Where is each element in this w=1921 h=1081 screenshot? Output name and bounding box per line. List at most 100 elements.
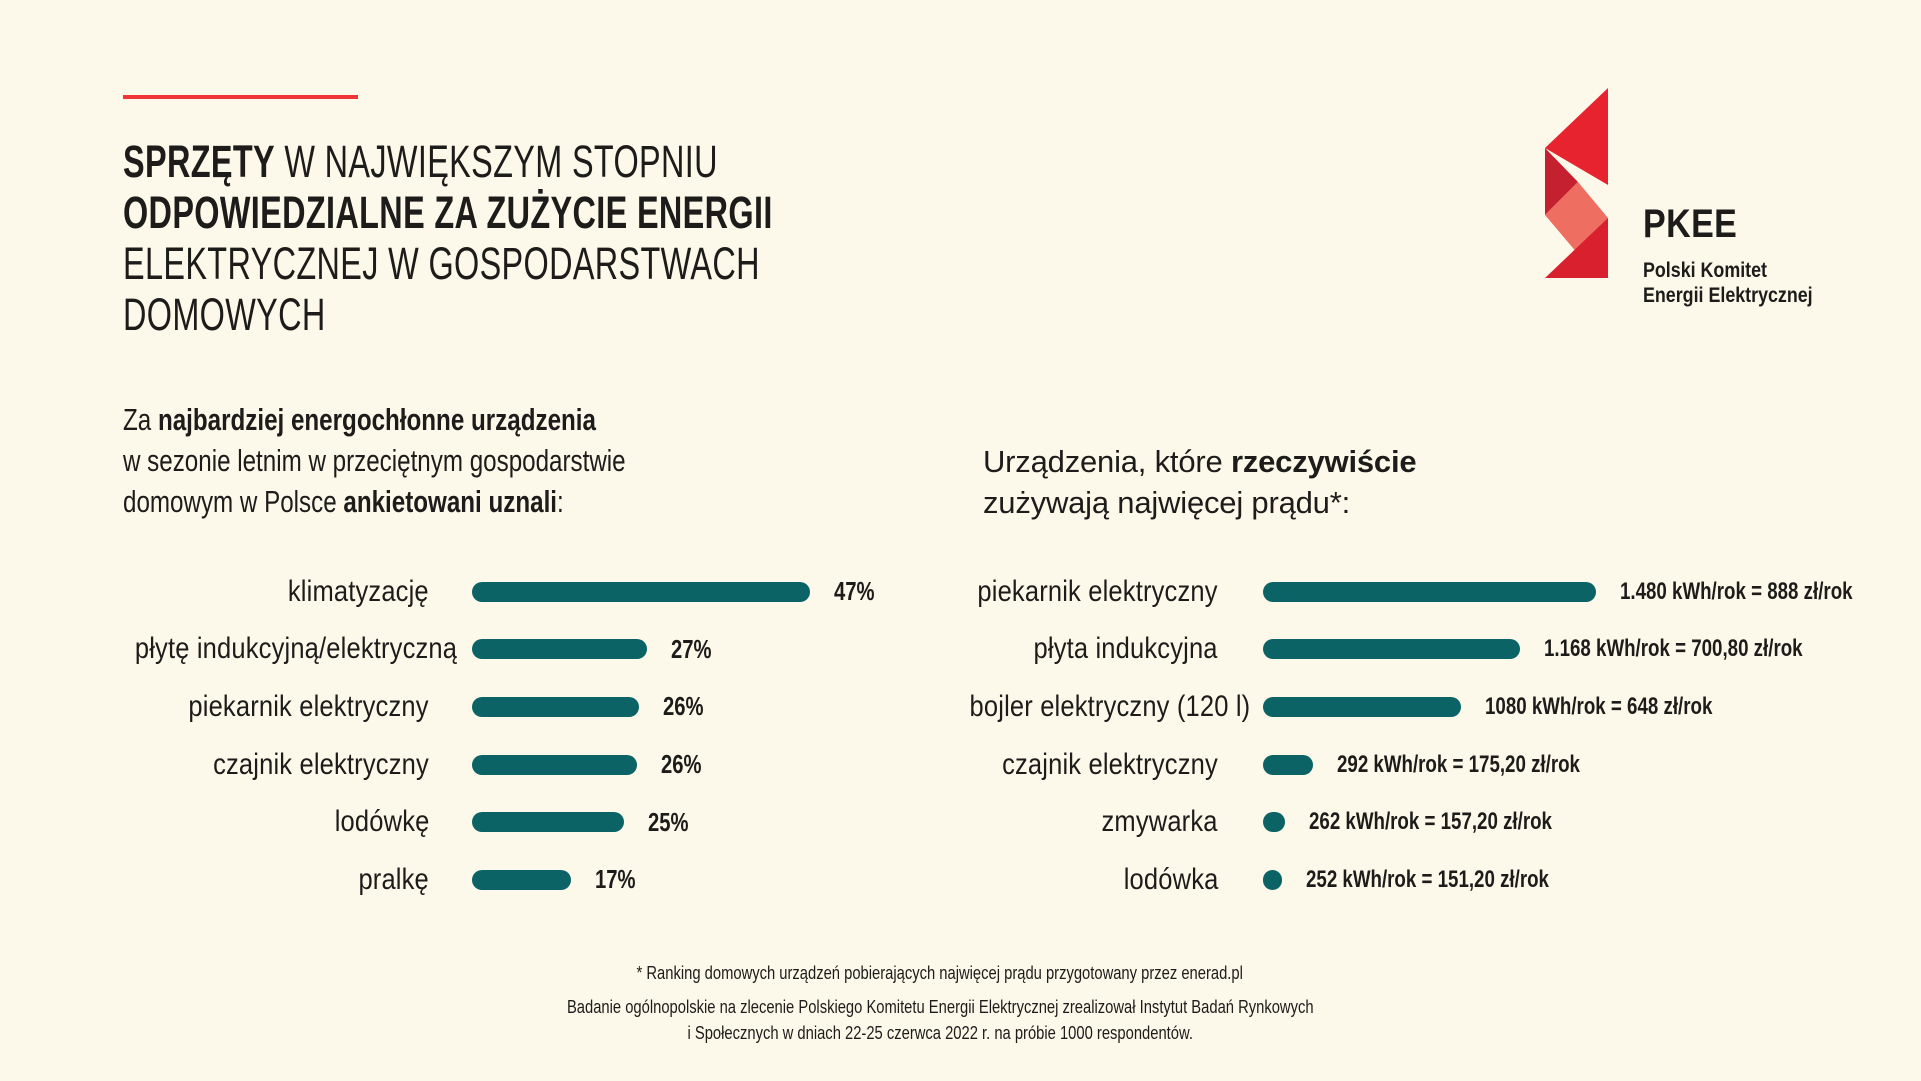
bar-row: lodówka 252 kWh/rok = 151,20 zł/rok — [920, 851, 1918, 909]
bar-value-text: 17% — [595, 864, 636, 895]
page-title: SPRZĘTY W NAJWIĘKSZYM STOPNIU ODPOWIEDZI… — [123, 136, 1025, 340]
bar-label: lodówkę — [78, 805, 429, 839]
intro-right-l2: zużywają najwięcej prądu*: — [983, 485, 1350, 520]
bar — [472, 812, 624, 833]
title-accent-line — [123, 95, 358, 99]
bar-row: lodówkę 25% — [78, 793, 886, 851]
bar-value-text: 27% — [671, 633, 712, 664]
pkee-logo-mark-icon — [1545, 88, 1608, 278]
bar-label: czajnik elektryczny — [920, 748, 1218, 782]
bar-value-text: 292 kWh/rok = 175,20 zł/rok — [1337, 750, 1580, 778]
bar-value-text: 1.480 kWh/rok = 888 zł/rok — [1620, 577, 1853, 605]
bar-label: pralkę — [78, 863, 429, 897]
bar-label-text: piekarnik elektryczny — [977, 574, 1218, 608]
footer: * Ranking domowych urządzeń pobierającyc… — [0, 960, 1880, 1046]
bar-label-text: płyta indukcyjna — [1033, 632, 1218, 666]
bar-label-text: klimatyzację — [288, 574, 429, 608]
bar-label: piekarnik elektryczny — [78, 690, 429, 724]
bar-value: 1080 kWh/rok = 648 zł/rok — [1485, 693, 1776, 721]
bar-value-text: 252 kWh/rok = 151,20 zł/rok — [1306, 865, 1549, 893]
bar-label-text: lodówka — [1123, 862, 1218, 896]
bar-value: 252 kWh/rok = 151,20 zł/rok — [1306, 866, 1618, 894]
survey-bar-chart: klimatyzację 47% płytę indukcyjną/elektryc… — [78, 563, 886, 909]
title-line3: ELEKTRYCZNEJ W GOSPODARSTWACH — [123, 238, 760, 289]
bar-value: 25% — [648, 807, 700, 838]
bar-label-text: lodówkę — [334, 805, 429, 839]
title-line1-bold: SPRZĘTY — [123, 136, 275, 187]
title-line2: ODPOWIEDZIALNE ZA ZUŻYCIE ENERGII — [123, 187, 773, 238]
bar-value: 27% — [671, 634, 723, 665]
bar-value: 17% — [595, 864, 647, 895]
bar-label: klimatyzację — [78, 575, 429, 609]
bar-value-text: 1080 kWh/rok = 648 zł/rok — [1485, 692, 1713, 720]
logo-subtitle: Polski Komitet Energii Elektrycznej — [1643, 258, 1843, 308]
logo-left-triangle — [1545, 148, 1578, 215]
bar-label-text: zmywarka — [1101, 805, 1218, 839]
bar-value-text: 47% — [834, 576, 875, 607]
bar-label-text: piekarnik elektryczny — [188, 689, 429, 723]
bar-value-text: 26% — [661, 749, 702, 780]
intro-left-l3a: domowym w Polsce — [123, 484, 344, 519]
intro-left-l1a: Za — [123, 402, 158, 437]
footer-source-line1: Badanie ogólnopolskie na zlecenie Polski… — [566, 997, 1314, 1017]
bar-value: 1.480 kWh/rok = 888 zł/rok — [1620, 578, 1918, 606]
title-line4: DOMOWYCH — [123, 289, 326, 340]
bar-row: zmywarka 262 kWh/rok = 157,20 zł/rok — [920, 793, 1918, 851]
bar-label-text: czajnik elektryczny — [1002, 747, 1218, 781]
bar-label: piekarnik elektryczny — [920, 575, 1218, 609]
pkee-logo: PKEE Polski Komitet Energii Elektrycznej — [1643, 203, 1843, 308]
intro-left-l3c: : — [557, 484, 564, 519]
right-chart-title: Urządzenia, które rzeczywiście zużywają … — [983, 441, 1417, 523]
logo-bottom-triangle — [1545, 218, 1608, 278]
bar-label: bojler elektryczny (120 l) — [920, 690, 1251, 724]
bar-label: płyta indukcyjna — [920, 632, 1218, 666]
logo-name: PKEE — [1643, 202, 1738, 246]
bar — [472, 696, 639, 717]
bar — [1263, 639, 1520, 660]
intro-left-l3b: ankietowani uznali — [343, 484, 558, 519]
bar — [1263, 696, 1461, 717]
bar-row: klimatyzację 47% — [78, 563, 886, 621]
intro-left-l2: w sezonie letnim w przeciętnym gospodars… — [123, 443, 626, 478]
bar — [1263, 581, 1596, 602]
bar — [472, 581, 810, 602]
bar-value-text: 262 kWh/rok = 157,20 zł/rok — [1309, 808, 1552, 836]
bar-row: bojler elektryczny (120 l) 1080 kWh/rok =… — [920, 678, 1918, 736]
bar-label-text: pralkę — [358, 862, 429, 896]
bar-value: 262 kWh/rok = 157,20 zł/rok — [1309, 808, 1621, 836]
bar-label: czajnik elektryczny — [78, 748, 429, 782]
bar-row: czajnik elektryczny 26% — [78, 736, 886, 794]
intro-left-l1b: najbardziej energochłonne urządzenia — [157, 402, 596, 437]
bar-value-text: 25% — [648, 806, 689, 837]
left-chart-title: Za najbardziej energochłonne urządzenia … — [123, 399, 767, 522]
consumption-bar-chart: piekarnik elektryczny 1.480 kWh/rok = 888… — [920, 563, 1918, 909]
intro-right-l1b: rzeczywiście — [1230, 444, 1417, 479]
intro-right-l1a: Urządzenia, które — [983, 444, 1231, 479]
bar-label: lodówka — [920, 863, 1218, 897]
bar — [472, 639, 647, 660]
logo-subtitle-line2: Energii Elektrycznej — [1643, 284, 1813, 307]
bar-label-text: bojler elektryczny (120 l) — [969, 689, 1251, 723]
bar-label-text: płytę indukcyjną/elektryczną — [134, 632, 458, 666]
bar — [1263, 869, 1282, 890]
bar-row: płyta indukcyjna 1.168 kWh/rok = 700,80 z… — [920, 621, 1918, 679]
bar-value: 26% — [661, 749, 713, 780]
bar-value-text: 1.168 kWh/rok = 700,80 zł/rok — [1544, 635, 1803, 663]
title-line1-rest: W NAJWIĘKSZYM STOPNIU — [274, 136, 718, 187]
bar-label-text: czajnik elektryczny — [213, 747, 429, 781]
bar-label: zmywarka — [920, 805, 1218, 839]
bar-row: piekarnik elektryczny 1.480 kWh/rok = 888… — [920, 563, 1918, 621]
bar-row: płytę indukcyjną/elektryczną 27% — [78, 621, 886, 679]
bar-row: czajnik elektryczny 292 kWh/rok = 175,20 … — [920, 736, 1918, 794]
footer-note: * Ranking domowych urządzeń pobierającyc… — [636, 963, 1244, 983]
bar-value: 26% — [663, 691, 715, 722]
footer-source-line2: i Społecznych w dniach 22-25 czerwca 202… — [687, 1023, 1193, 1043]
bar-label: płytę indukcyjną/elektryczną — [78, 632, 457, 666]
logo-top-triangle — [1545, 88, 1608, 185]
bar — [1263, 812, 1285, 833]
bar-value: 1.168 kWh/rok = 700,80 zł/rok — [1544, 635, 1876, 663]
bar — [472, 754, 637, 775]
bar — [1263, 754, 1313, 775]
bar-row: pralkę 17% — [78, 851, 886, 909]
bar-value-text: 26% — [663, 691, 704, 722]
